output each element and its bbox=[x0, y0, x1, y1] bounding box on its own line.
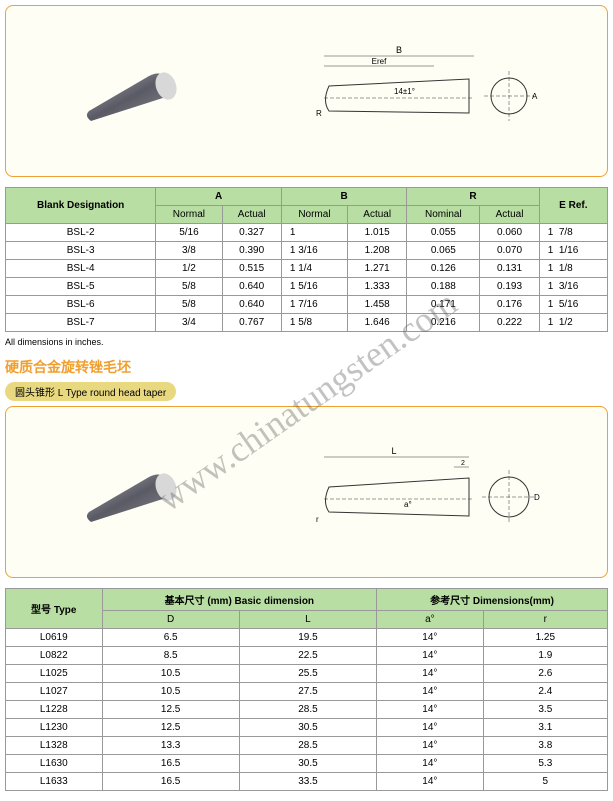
dim-d-label: D bbox=[534, 493, 540, 502]
dimensions-table-2: 型号 Type 基本尺寸 (mm) Basic dimension 参考尺寸 D… bbox=[5, 588, 608, 791]
svg-text:2: 2 bbox=[461, 460, 465, 467]
table-row: BSL-25/160.32711.0150.0550.0601 7/8 bbox=[6, 224, 608, 242]
th-r-n: Nominal bbox=[407, 206, 480, 224]
th2-r: r bbox=[483, 611, 607, 629]
table-row: BSL-33/80.3901 3/161.2080.0650.0701 1/16 bbox=[6, 242, 608, 260]
dim-a-label: A bbox=[532, 92, 538, 101]
table1-note: All dimensions in inches. bbox=[5, 337, 608, 347]
th2-l: L bbox=[239, 611, 376, 629]
dim-b-label: B bbox=[396, 45, 402, 55]
th2-a: a° bbox=[377, 611, 484, 629]
diagram-box-2: L a° r 2 D bbox=[5, 406, 608, 578]
angle-a-label: a° bbox=[404, 500, 412, 509]
dim-r-label: R bbox=[316, 109, 322, 118]
diagram-box-1: B Eref 14±1° R A bbox=[5, 5, 608, 177]
dim-eref-label: Eref bbox=[372, 57, 387, 66]
th-b-a: Actual bbox=[348, 206, 407, 224]
section2-title: 硬质合金旋转锉毛坯 bbox=[5, 357, 608, 377]
table-row: BSL-65/80.6401 7/161.4580.1710.1761 5/16 bbox=[6, 296, 608, 314]
cone-3d-icon bbox=[69, 41, 189, 141]
table-row: L123012.530.514°3.1 bbox=[6, 719, 608, 737]
dim-r2-label: r bbox=[316, 515, 319, 524]
table-row: BSL-73/40.7671 5/81.6460.2160.2221 1/2 bbox=[6, 314, 608, 332]
table-row: L132813.328.514°3.8 bbox=[6, 737, 608, 755]
th-b-n: Normal bbox=[281, 206, 347, 224]
section2-subtitle: 圆头锥形 L Type round head taper bbox=[5, 382, 176, 401]
th-blank: Blank Designation bbox=[6, 188, 156, 224]
table-row: L163316.533.514°5 bbox=[6, 773, 608, 791]
technical-drawing-1: B Eref 14±1° R A bbox=[294, 41, 544, 141]
table-row: BSL-41/20.5151 1/41.2710.1260.1311 1/8 bbox=[6, 260, 608, 278]
table-row: L102510.525.514°2.6 bbox=[6, 665, 608, 683]
table-row: L122812.528.514°3.5 bbox=[6, 701, 608, 719]
th2-ref: 参考尺寸 Dimensions(mm) bbox=[377, 589, 608, 611]
technical-drawing-2: L a° r 2 D bbox=[294, 442, 544, 542]
table-row: L06196.519.514°1.25 bbox=[6, 629, 608, 647]
th-a: A bbox=[156, 188, 282, 206]
table-row: L163016.530.514°5.3 bbox=[6, 755, 608, 773]
th2-type: 型号 Type bbox=[6, 589, 103, 629]
th-r-a: Actual bbox=[480, 206, 539, 224]
table-row: L102710.527.514°2.4 bbox=[6, 683, 608, 701]
th-e: E Ref. bbox=[539, 188, 607, 224]
cone-3d-icon-2 bbox=[69, 442, 189, 542]
th-a-n: Normal bbox=[156, 206, 222, 224]
th-r: R bbox=[407, 188, 539, 206]
dimensions-table-1: Blank Designation A B R E Ref. Normal Ac… bbox=[5, 187, 608, 332]
angle-label: 14±1° bbox=[394, 87, 415, 96]
table-row: BSL-55/80.6401 5/161.3330.1880.1931 3/16 bbox=[6, 278, 608, 296]
th-b: B bbox=[281, 188, 407, 206]
th2-basic: 基本尺寸 (mm) Basic dimension bbox=[102, 589, 377, 611]
th-a-a: Actual bbox=[222, 206, 281, 224]
th2-d: D bbox=[102, 611, 239, 629]
dim-l-label: L bbox=[392, 446, 397, 456]
table-row: L08228.522.514°1.9 bbox=[6, 647, 608, 665]
